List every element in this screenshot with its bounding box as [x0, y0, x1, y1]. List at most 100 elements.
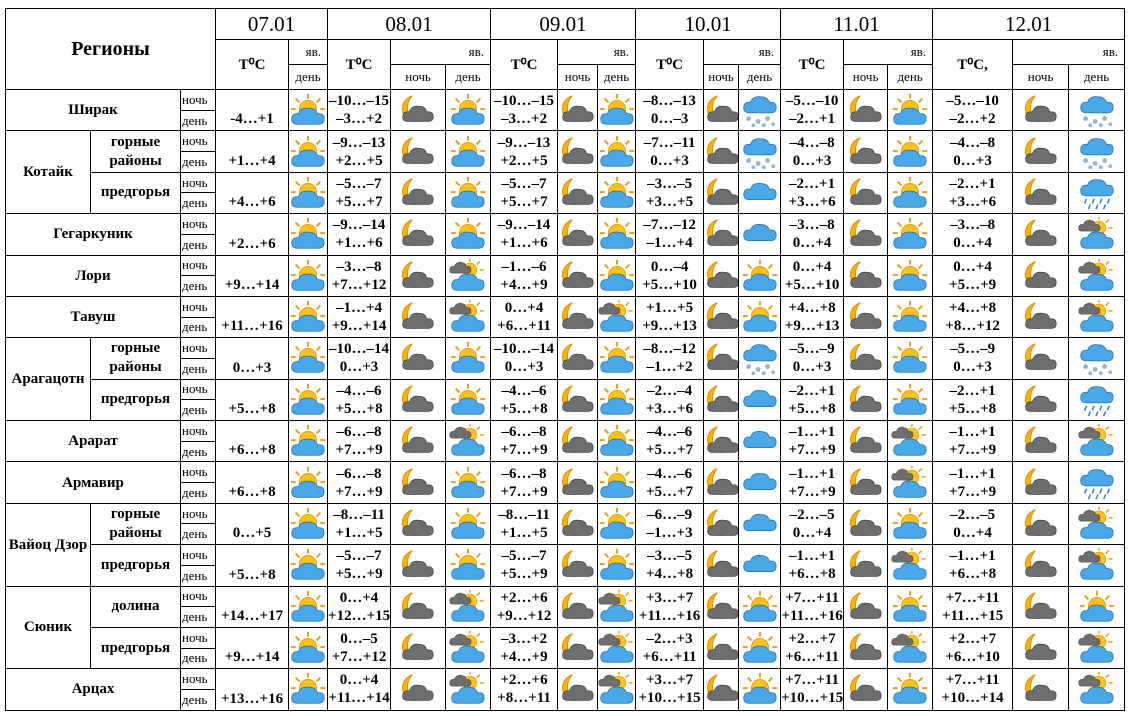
- weather-icon-cell: [1012, 88, 1070, 132]
- temperature-day: +4…+9: [490, 648, 559, 670]
- temperature-night: –7…–12: [635, 213, 705, 235]
- temp-label: T⁰C: [780, 39, 845, 90]
- weather-icon-cell: [738, 544, 782, 587]
- weather-icon-cell: [1068, 626, 1126, 670]
- night-label: ночь: [179, 544, 217, 566]
- weather-icon-cell: [557, 88, 599, 132]
- temperature-day: +5…+7: [635, 441, 705, 463]
- temperature-night: +7…+11: [932, 668, 1014, 690]
- temperature: +5…+8: [215, 378, 290, 422]
- weather-icon: [399, 299, 437, 335]
- weather-icon-cell: [597, 130, 637, 173]
- weather-icon: [741, 216, 779, 252]
- weather-icon: [449, 423, 487, 459]
- temperature-night: –1…+1: [932, 420, 1014, 442]
- temperature-day: 0…+3: [490, 358, 559, 380]
- night-label: ночь: [1012, 64, 1070, 90]
- weather-icon-cell: [1012, 337, 1070, 380]
- weather-icon-cell: [1068, 502, 1126, 546]
- temperature-night: –4…–8: [932, 130, 1014, 152]
- weather-icon-cell: [390, 88, 447, 132]
- day-label: день: [179, 647, 217, 670]
- weather-icon: [1078, 340, 1116, 376]
- weather-icon-cell: [288, 626, 329, 670]
- weather-icon-cell: [288, 130, 329, 173]
- weather-icon-cell: [597, 337, 637, 380]
- weather-icon: [704, 340, 739, 376]
- temperature-day: +2…+5: [490, 151, 559, 173]
- temperature-night: 0…–5: [327, 626, 392, 649]
- weather-icon-cell: [703, 130, 740, 173]
- temperature-night: –6…–8: [490, 461, 559, 483]
- subregion-name: горные районы: [90, 502, 181, 546]
- weather-icon: [741, 299, 779, 335]
- weather-icon: [704, 506, 739, 542]
- weather-icon: [1022, 258, 1060, 294]
- weather-icon: [847, 506, 885, 542]
- temperature-day: 0…+3: [635, 151, 705, 173]
- temperature-night: –10…–14: [490, 337, 559, 359]
- weather-icon-cell: [1068, 585, 1126, 628]
- row-day: день +1…+5 +1…+5 –1…+3 0…+4 0…+4: [6, 523, 1125, 546]
- weather-icon: [399, 671, 437, 707]
- weather-icon: [449, 671, 487, 707]
- weather-icon: [891, 92, 929, 128]
- weather-icon: [449, 134, 487, 170]
- weather-icon: [891, 340, 929, 376]
- weather-icon-cell: [843, 419, 889, 463]
- weather-icon: [847, 299, 885, 335]
- weather-icon-cell: [557, 461, 599, 504]
- row-night: Армавир ночь +6…+8 –6…–8 –6…–8 –4…–6 –1…+1 –1…+…: [5, 461, 1126, 504]
- weather-icon-cell: [703, 626, 740, 670]
- weather-icon-cell: [887, 88, 934, 132]
- weather-icon: [1078, 134, 1116, 170]
- temperature-day: –1…+4: [635, 234, 705, 256]
- temperature-day: –1…+3: [635, 523, 705, 546]
- weather-icon: [891, 175, 929, 211]
- temperature-night: –9…–13: [327, 130, 392, 152]
- weather-icon-cell: [843, 254, 889, 297]
- weather-icon-cell: [1068, 668, 1126, 711]
- row-day: день +5…+8 +5…+8 +3…+6 +5…+8 +5…+8: [6, 399, 1125, 421]
- night-label: ночь: [557, 64, 599, 90]
- temperature-day: +7…+9: [932, 441, 1014, 463]
- night-label: ночь: [179, 378, 217, 401]
- night-label: ночь: [179, 130, 217, 153]
- weather-icon-cell: [288, 88, 329, 132]
- weather-icon-cell: [445, 585, 492, 628]
- night-label: ночь: [179, 461, 217, 484]
- weather-icon: [559, 382, 597, 418]
- weather-icon-cell: [288, 213, 329, 256]
- table-body: Ширак ночь -4…+1 –10…–15 –10…–15 –8…–13 –5…–10…: [5, 88, 1126, 711]
- weather-icon: [704, 258, 739, 294]
- day-label: день: [179, 440, 217, 463]
- temperature-day: +7…+9: [932, 482, 1014, 504]
- temperature-day: +5…+8: [327, 399, 392, 421]
- temperature-night: –5…–7: [327, 544, 392, 566]
- weather-icon: [1022, 547, 1060, 583]
- temperature: +5…+8: [215, 544, 290, 587]
- weather-icon: [449, 589, 487, 625]
- weather-icon-cell: [390, 461, 447, 504]
- weather-icon-cell: [597, 378, 637, 422]
- weather-icon: [289, 589, 327, 625]
- temperature: +13…+16: [215, 668, 290, 711]
- weather-icon-cell: [703, 254, 740, 297]
- forecast-table: Регионы 07.01 08.01 09.01 10.01 11.01 12.01 T⁰C…: [4, 8, 1126, 711]
- temperature-night: 0…–4: [635, 254, 705, 276]
- weather-icon-cell: [445, 668, 492, 711]
- temperature-night: –5…–7: [327, 171, 392, 193]
- temperature-day: +5…+7: [327, 192, 392, 215]
- weather-icon-cell: [843, 295, 889, 339]
- weather-icon: [847, 134, 885, 170]
- night-label: ночь: [179, 213, 217, 235]
- weather-icon-cell: [843, 337, 889, 380]
- temperature-day: +3…+6: [635, 399, 705, 421]
- weather-icon-cell: [445, 502, 492, 546]
- weather-icon: [1022, 589, 1060, 625]
- weather-icon-cell: [843, 585, 889, 628]
- temperature-night: 0…+4: [780, 254, 845, 276]
- weather-icon-cell: [1068, 254, 1126, 297]
- weather-icon: [741, 92, 779, 128]
- weather-icon: [598, 423, 636, 459]
